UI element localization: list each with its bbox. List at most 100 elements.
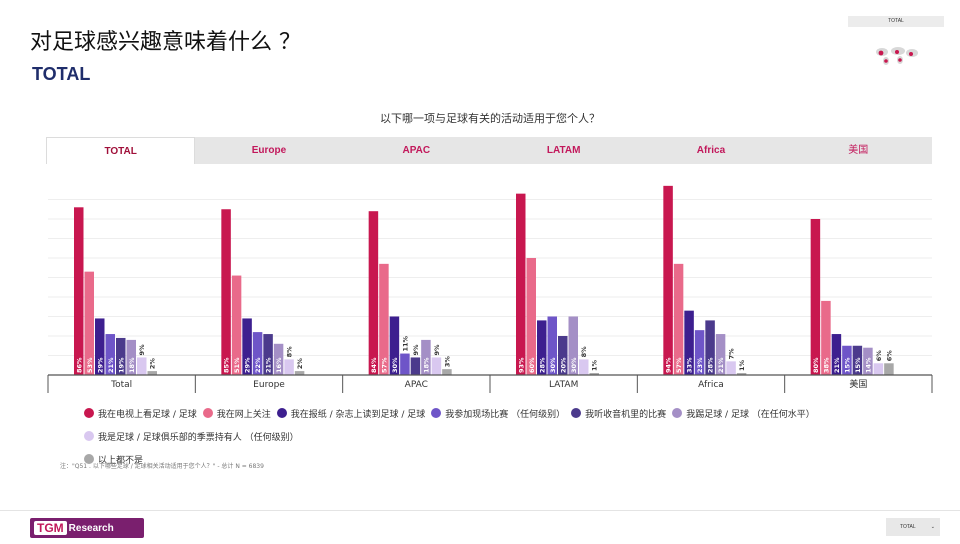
legend-item: 我听收音机里的比赛 [571, 404, 666, 427]
bar [568, 316, 578, 375]
bar [294, 371, 305, 375]
data-label: 20% [559, 357, 567, 373]
data-label: 21% [265, 357, 273, 373]
chart-legend: 我在电视上看足球 / 足球 我在网上关注 我在报纸 / 杂志上读到足球 / 足球 我参… [84, 404, 904, 473]
tab-africa[interactable]: Africa [696, 145, 726, 156]
data-label: 23% [696, 357, 704, 373]
legend-item: 以上都不是 [84, 450, 143, 473]
legend-label: 我听收音机里的比赛 [585, 410, 667, 420]
bar [537, 320, 547, 375]
bar [852, 345, 863, 375]
legend-row: 我在电视上看足球 / 足球 我在网上关注 我在报纸 / 杂志上读到足球 / 足球 我参… [84, 404, 904, 450]
bar [442, 369, 452, 375]
data-label: 33% [686, 357, 694, 373]
bar [284, 359, 294, 375]
region-select[interactable]: TOTAL ⌄ [886, 518, 940, 536]
legend-label: 以上都不是 [98, 456, 144, 466]
bar [263, 334, 273, 375]
footnote: 注："Q51 . 以下哪些足球 / 足球相关活动适用于您个人？" - 总计 N … [60, 463, 264, 470]
legend-label: 我在电视上看足球 / 足球 [98, 410, 197, 420]
bar [242, 318, 252, 375]
region-tabs: TOTAL Europe APAC LATAM Africa 美国 [46, 137, 932, 164]
bar [589, 373, 599, 375]
page-subtitle: TOTAL [32, 64, 91, 84]
bar [579, 359, 589, 375]
data-label: 29% [244, 357, 252, 373]
data-label: 2% [149, 358, 157, 370]
legend-item: 我踢足球 / 足球 （在任何水平） [672, 404, 815, 427]
legend-label: 我在报纸 / 杂志上读到足球 / 足球 [290, 410, 426, 420]
data-label: 6% [875, 350, 883, 362]
data-label: 14% [864, 357, 872, 373]
x-tick-label: Europe [253, 380, 285, 390]
bar [673, 263, 684, 375]
bar [884, 363, 894, 375]
bar [694, 330, 705, 375]
legend-swatch [202, 408, 213, 418]
bar [873, 363, 884, 375]
bar [137, 357, 147, 375]
bar [663, 185, 673, 375]
logo-text: Research [68, 522, 114, 534]
data-label: 85% [223, 357, 231, 373]
data-label: 7% [728, 348, 736, 360]
tab-usa[interactable]: 美国 [848, 145, 869, 156]
data-label: 9% [138, 344, 146, 356]
data-label: 29% [96, 357, 104, 373]
bar [863, 347, 873, 375]
data-label: 6% [885, 350, 893, 362]
data-label: 57% [675, 357, 683, 373]
bar [126, 339, 136, 375]
bar [410, 357, 421, 375]
tab-latam[interactable]: LATAM [546, 145, 581, 156]
legend-swatch [276, 408, 287, 418]
region-label-box[interactable]: TOTAL [848, 16, 944, 27]
tab-apac[interactable]: APAC [402, 145, 431, 156]
data-label: 30% [391, 357, 399, 373]
data-label: 18% [128, 357, 136, 373]
data-label: 22% [254, 357, 262, 373]
bar [431, 357, 442, 375]
bar [273, 343, 284, 375]
bar [105, 334, 115, 375]
data-label: 28% [707, 357, 715, 373]
legend-item: 我在报纸 / 杂志上读到足球 / 足球 [276, 404, 426, 427]
bar [252, 332, 263, 375]
data-label: 38% [822, 357, 830, 373]
bar [84, 271, 94, 375]
bar [842, 345, 852, 375]
data-label: 86% [75, 357, 83, 373]
bar [221, 209, 231, 375]
region-select-value: TOTAL [900, 524, 916, 530]
legend-label: 我是足球 / 足球俱乐部的季票持有人 （任何级别） [98, 433, 299, 443]
bar [821, 300, 831, 375]
chart-question: 以下哪一项与足球有关的活动适用于您个人？ [380, 112, 600, 125]
data-label: 1% [738, 360, 746, 372]
world-map-icon [876, 47, 918, 65]
bar [831, 334, 842, 375]
data-label: 15% [854, 357, 862, 373]
data-label: 30% [549, 357, 557, 373]
bar [715, 334, 726, 375]
legend-row: 以上都不是 [84, 450, 904, 473]
data-label: 51% [233, 357, 241, 373]
tab-europe[interactable]: Europe [251, 145, 287, 156]
legend-label: 我踢足球 / 足球 （在任何水平） [686, 410, 815, 420]
logo-badge: TGM [34, 521, 67, 535]
data-label: 2% [296, 358, 304, 370]
footer-divider [0, 510, 960, 511]
bar [421, 339, 431, 375]
bar [95, 318, 105, 375]
data-label: 9% [412, 344, 420, 356]
legend-swatch [431, 408, 442, 418]
data-label: 57% [380, 357, 388, 373]
data-label: 18% [422, 357, 430, 373]
legend-swatch [84, 431, 94, 441]
data-label: 21% [833, 357, 841, 373]
bar [705, 320, 715, 375]
tab-total[interactable]: TOTAL [46, 137, 196, 164]
data-label: 53% [86, 357, 94, 373]
x-tick-label: Total [110, 380, 132, 390]
bar [379, 263, 389, 375]
bar [231, 275, 242, 375]
